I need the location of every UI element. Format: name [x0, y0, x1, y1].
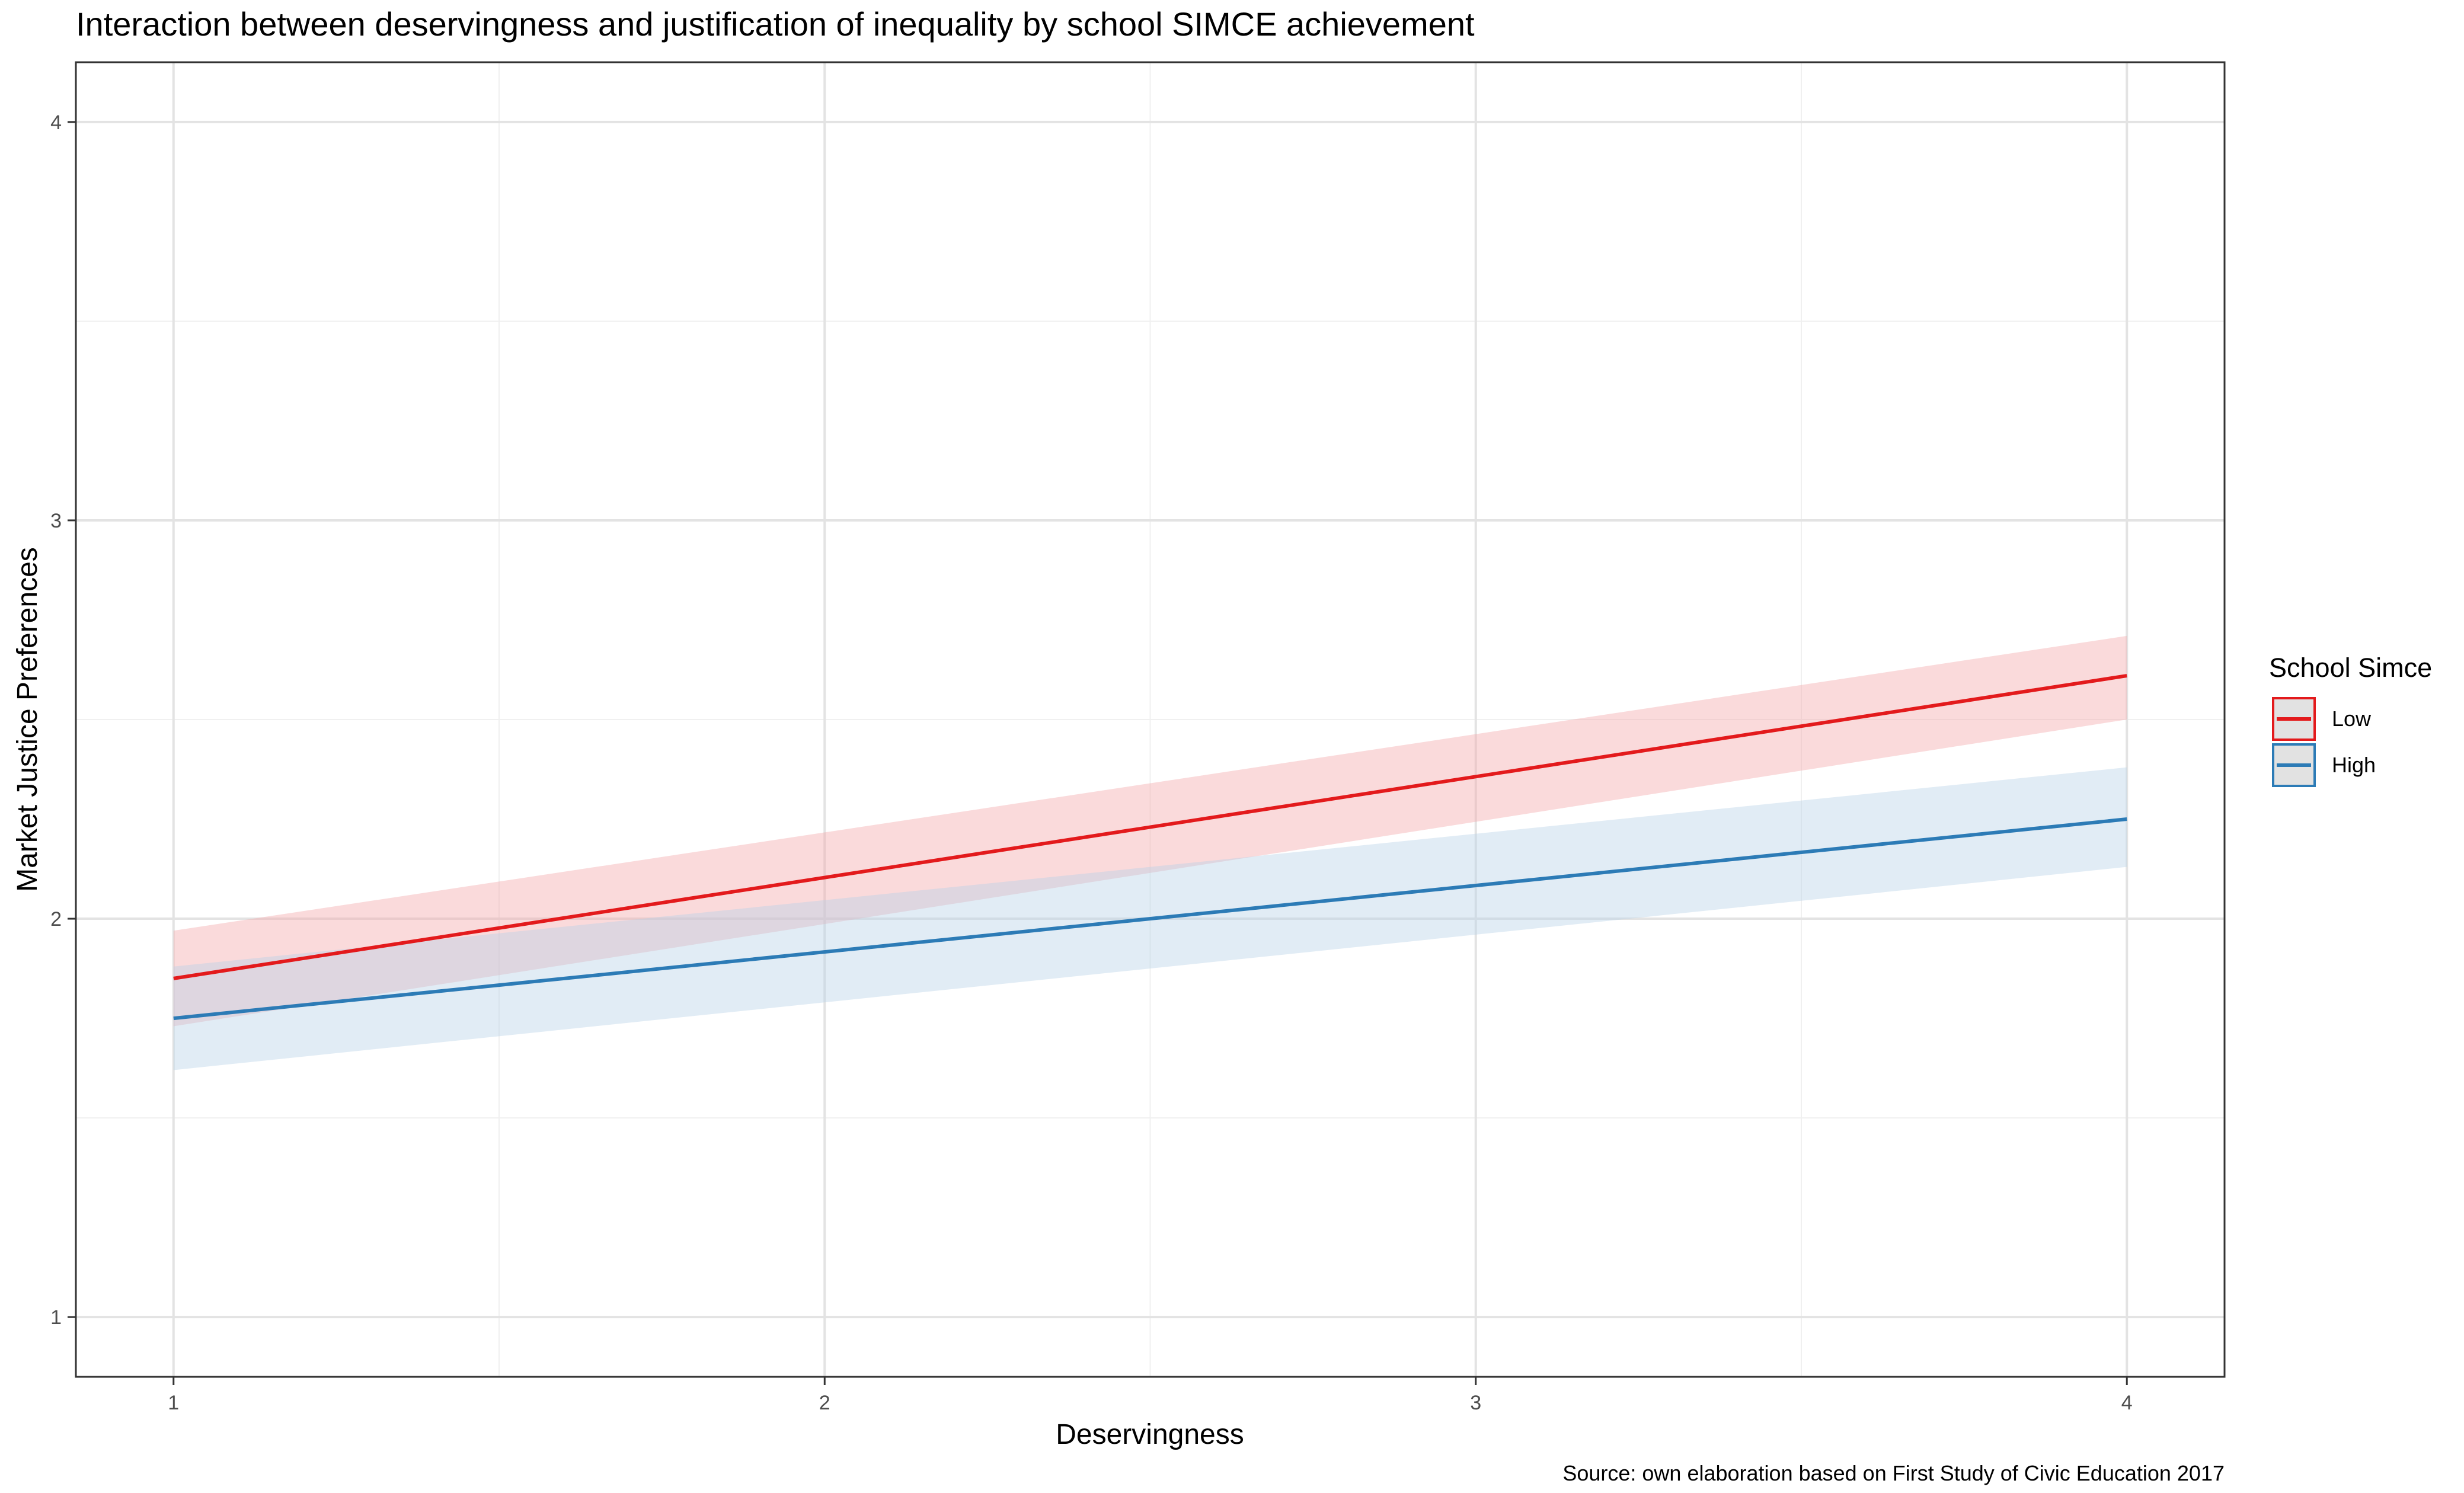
legend-label-low: Low [2332, 706, 2372, 731]
y-axis-title: Market Justice Preferences [12, 547, 43, 892]
y-tick-label: 1 [50, 1306, 62, 1329]
plot-panel-border [75, 61, 2226, 1378]
legend-title: School Simce [2269, 653, 2432, 683]
legend-item-high: High [2272, 743, 2376, 787]
x-tick-label: 2 [819, 1392, 830, 1414]
x-tick-label: 1 [168, 1392, 179, 1414]
ribbon-low [173, 635, 2127, 1027]
series-lines [173, 674, 2127, 1021]
y-tick-label: 2 [50, 908, 62, 931]
y-tick-label: 3 [50, 510, 62, 532]
grid-lines [76, 62, 2225, 1377]
series-line-high [173, 817, 2127, 1021]
x-axis-title: Deservingness [1056, 1419, 1244, 1450]
x-tick-label: 3 [1470, 1392, 1481, 1414]
x-tick-label: 4 [2121, 1392, 2133, 1414]
caption: Source: own elaboration based on First S… [1562, 1461, 2225, 1485]
series-line-low [173, 674, 2127, 980]
legend-item-low: Low [2272, 697, 2372, 741]
legend: School Simce Low High [2269, 653, 2432, 787]
y-tick-label: 4 [50, 111, 62, 134]
legend-label-high: High [2332, 753, 2376, 777]
chart-title: Interaction between deservingness and ju… [76, 5, 1475, 43]
axes: 1 2 3 4 1 2 3 4 [50, 111, 2133, 1414]
